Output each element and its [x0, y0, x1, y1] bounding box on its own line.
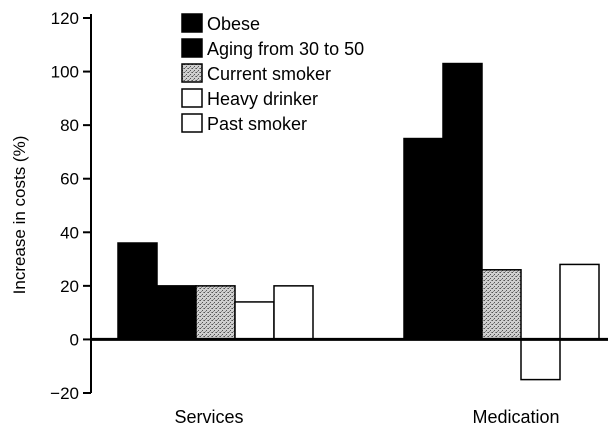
legend: Obese Aging from 30 to 50 Current smoker He… [181, 13, 364, 134]
bar-medication-aging-from-30-to-50 [442, 62, 483, 341]
bar-medication-heavy-drinker [520, 338, 561, 381]
bars [117, 62, 600, 381]
bar-services-aging-from-30-to-50 [156, 285, 197, 341]
legend-swatch-heavy-drinker [181, 88, 203, 108]
y-tick-label: 20 [60, 277, 79, 296]
category-label-medication: Medication [472, 407, 559, 427]
y-tick-label: 80 [60, 116, 79, 135]
bar-services-past-smoker [273, 285, 314, 341]
bar-services-current-smoker [195, 285, 236, 341]
legend-swatch-obese [181, 13, 203, 33]
y-tick-label: −20 [50, 384, 79, 403]
category-labels: Services Medication [174, 407, 559, 427]
bar-medication-past-smoker [559, 263, 600, 341]
legend-label: Past smoker [207, 114, 307, 134]
legend-label: Aging from 30 to 50 [207, 39, 364, 59]
bar-services-obese [117, 242, 158, 341]
y-tick-label: 60 [60, 170, 79, 189]
legend-label: Current smoker [207, 64, 331, 84]
y-tick-label: 0 [70, 330, 79, 349]
y-tick-label: 120 [51, 9, 79, 28]
legend-swatch-current-smoker [181, 63, 203, 83]
category-label-services: Services [174, 407, 243, 427]
y-tick-label: 40 [60, 223, 79, 242]
legend-swatch-past-smoker [181, 113, 203, 133]
bar-medication-obese [403, 137, 444, 341]
legend-label: Heavy drinker [207, 89, 318, 109]
bar-medication-current-smoker [481, 269, 522, 341]
y-axis-label: Increase in costs (%) [10, 136, 29, 295]
bar-services-heavy-drinker [234, 301, 275, 341]
y-axis: 120 100 80 60 40 20 0 −20 [50, 9, 92, 403]
legend-swatch-aging-from-30-to-50 [181, 38, 203, 58]
legend-label: Obese [207, 14, 260, 34]
y-tick-label: 100 [51, 63, 79, 82]
